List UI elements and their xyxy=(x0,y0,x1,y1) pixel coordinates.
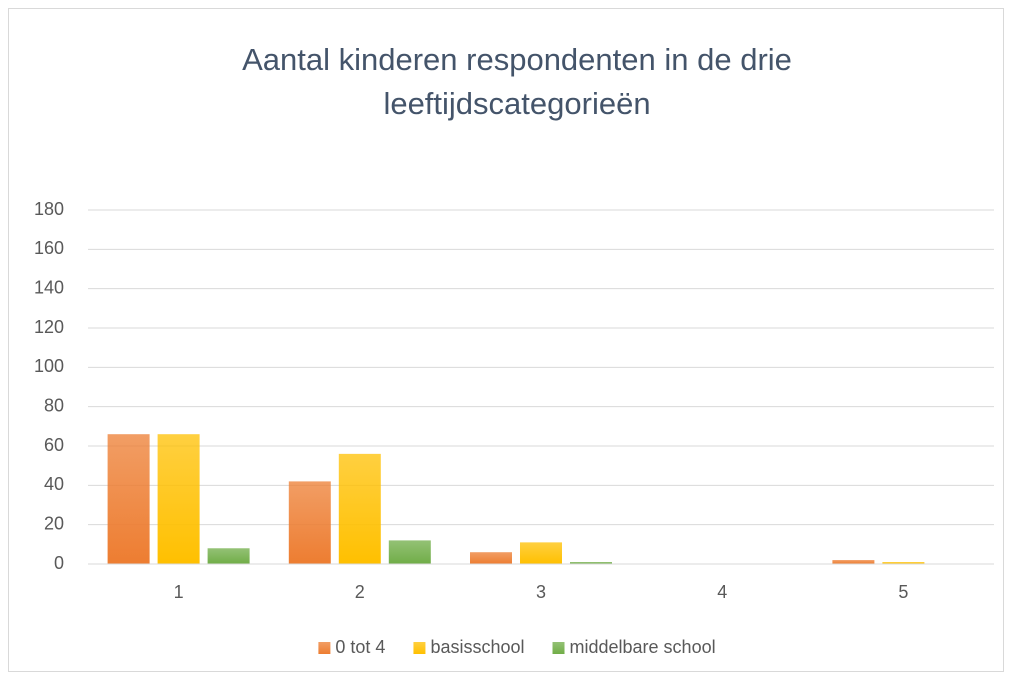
y-tick-label: 160 xyxy=(34,238,64,258)
bar xyxy=(157,434,200,564)
x-tick-label: 5 xyxy=(898,582,908,602)
x-tick-label: 1 xyxy=(174,582,184,602)
x-tick-label: 3 xyxy=(536,582,546,602)
legend-label: middelbare school xyxy=(570,637,716,657)
y-tick-label: 140 xyxy=(34,277,64,297)
legend-label: 0 tot 4 xyxy=(335,637,385,657)
bar xyxy=(882,562,925,564)
bar xyxy=(832,560,875,564)
bar xyxy=(107,434,150,564)
bar xyxy=(570,562,612,564)
y-tick-label: 80 xyxy=(44,395,64,415)
bar xyxy=(470,552,512,564)
legend-swatch xyxy=(552,642,565,654)
y-tick-label: 60 xyxy=(44,435,64,455)
bar xyxy=(207,548,250,564)
y-tick-label: 20 xyxy=(44,513,64,533)
legend-swatch xyxy=(413,642,426,654)
y-tick-label: 180 xyxy=(34,199,64,219)
x-tick-label: 2 xyxy=(355,582,365,602)
legend-label: basisschool xyxy=(430,637,524,657)
legend-swatch xyxy=(318,642,331,654)
bar xyxy=(520,542,562,564)
y-tick-label: 120 xyxy=(34,317,64,337)
bar xyxy=(388,540,431,564)
y-tick-label: 40 xyxy=(44,474,64,494)
x-tick-label: 4 xyxy=(717,582,727,602)
bar xyxy=(338,453,381,564)
bar xyxy=(288,481,331,564)
y-tick-label: 100 xyxy=(34,356,64,376)
chart-title: Aantal kinderen respondenten in de drie … xyxy=(242,42,792,121)
y-tick-label: 0 xyxy=(54,553,64,573)
